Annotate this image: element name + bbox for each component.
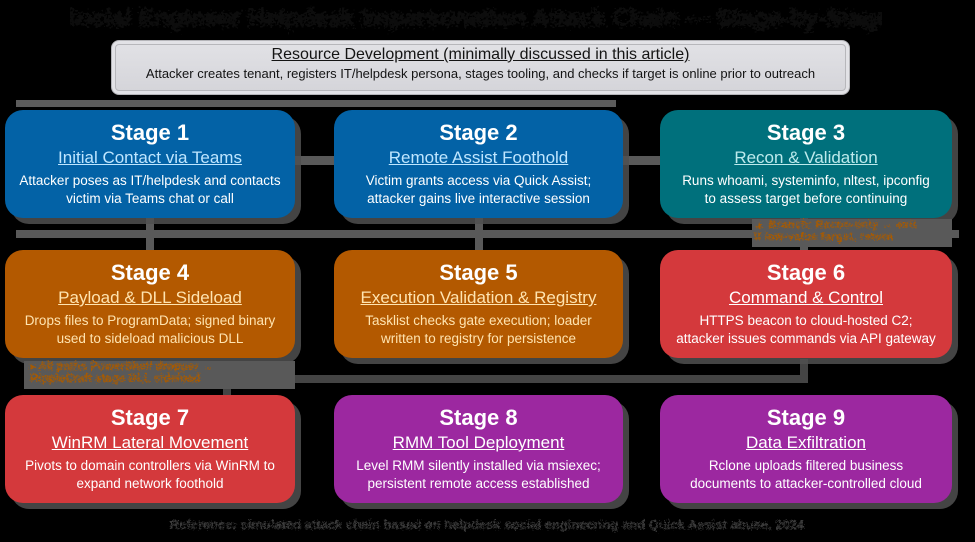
svg-text:▲ Branch: Recon-only → exit: ▲ Branch: Recon-only → exit [754, 219, 917, 231]
svg-text:if low-value target, return: if low-value target, return [754, 231, 894, 243]
svg-text:RippleCraft stage DLL sideload: RippleCraft stage DLL sideload [30, 373, 200, 385]
svg-text:▸ All paths PowerShell dropper: ▸ All paths PowerShell dropper → [29, 361, 214, 373]
svg-text:Reference: simulated attack ch: Reference: simulated attack chain based … [170, 517, 805, 532]
svg-text:Social Engineer Helpdesk Imper: Social Engineer Helpdesk Impersonation A… [70, 5, 882, 32]
